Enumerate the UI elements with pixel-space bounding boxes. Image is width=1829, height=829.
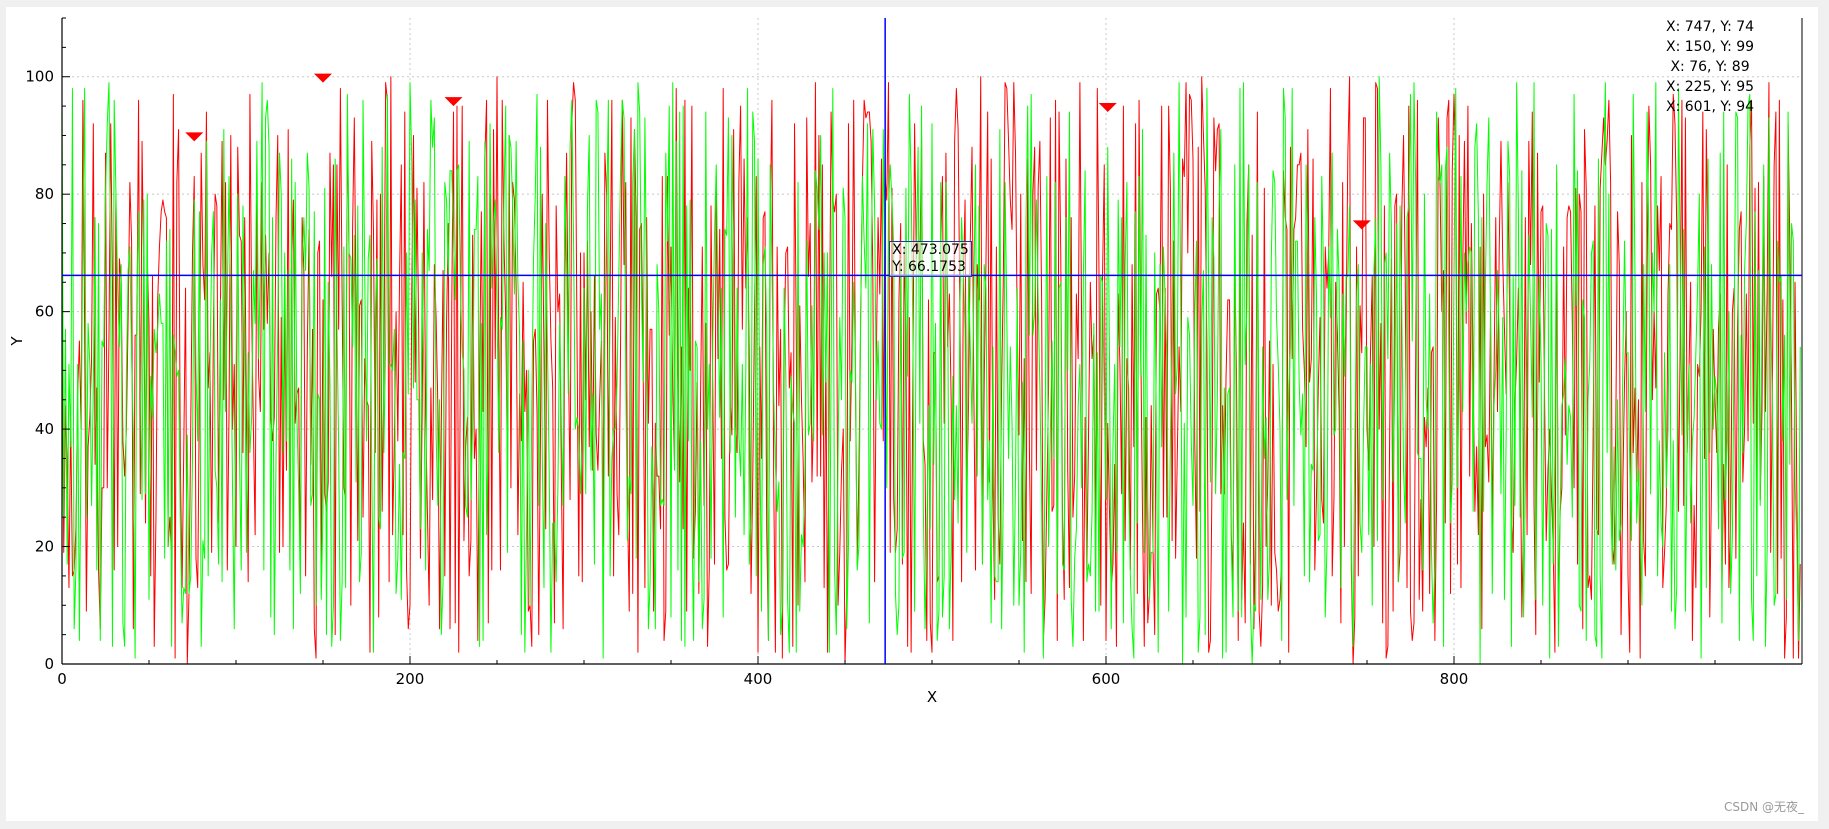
- marker-triangle: [185, 132, 204, 142]
- marker-coordinate-item: X: 76, Y: 89: [1666, 59, 1750, 75]
- y-tick-label: 20: [35, 538, 54, 556]
- marker-triangle: [314, 73, 332, 83]
- marker-coordinate-item: X: 150, Y: 99: [1666, 39, 1755, 55]
- x-tick-label: 400: [744, 670, 773, 688]
- y-tick-label: 40: [35, 420, 54, 438]
- y-tick-label: 100: [25, 68, 54, 86]
- crosshair-x-value: X: 473.075: [892, 242, 969, 259]
- marker-coordinate-list: X: 747, Y: 74 X: 150, Y: 99 X: 76, Y: 89…: [1666, 17, 1754, 117]
- crosshair-y-value: Y: 66.1753: [892, 259, 966, 276]
- series-line-green: [61, 76, 1801, 665]
- marker-coordinate-item: X: 601, Y: 94: [1666, 99, 1755, 115]
- marker-triangle: [1098, 102, 1117, 112]
- series-layer: [61, 76, 1801, 665]
- marker-coordinate-item: X: 225, Y: 95: [1666, 79, 1755, 95]
- x-tick-label: 200: [396, 670, 425, 688]
- chart-window: 0 200 400 600 800 0 20 40 60 80 100 X Y X: 747, Y: 7…: [6, 7, 1818, 821]
- y-axis-title: Y: [8, 336, 26, 347]
- x-axis-title: X: [927, 688, 937, 706]
- crosshair-value-label: X: 473.075 Y: 66.1753: [889, 241, 972, 278]
- marker-layer: [185, 73, 1371, 230]
- x-tick-label: 800: [1440, 670, 1469, 688]
- x-tick-label: 0: [57, 670, 67, 688]
- marker-triangle: [444, 97, 463, 107]
- chart-plot[interactable]: 0 200 400 600 800 0 20 40 60 80 100 X Y: [6, 7, 1818, 821]
- marker-coordinate-item: X: 747, Y: 74: [1666, 19, 1755, 35]
- y-tick-label: 60: [35, 303, 54, 321]
- y-tick-label: 0: [44, 655, 54, 673]
- watermark: CSDN @无夜_: [1723, 800, 1804, 814]
- x-tick-label: 600: [1092, 670, 1121, 688]
- y-tick-label: 80: [35, 185, 54, 203]
- marker-triangle: [1352, 220, 1371, 230]
- axes: 0 200 400 600 800 0 20 40 60 80 100 X Y: [8, 17, 1803, 706]
